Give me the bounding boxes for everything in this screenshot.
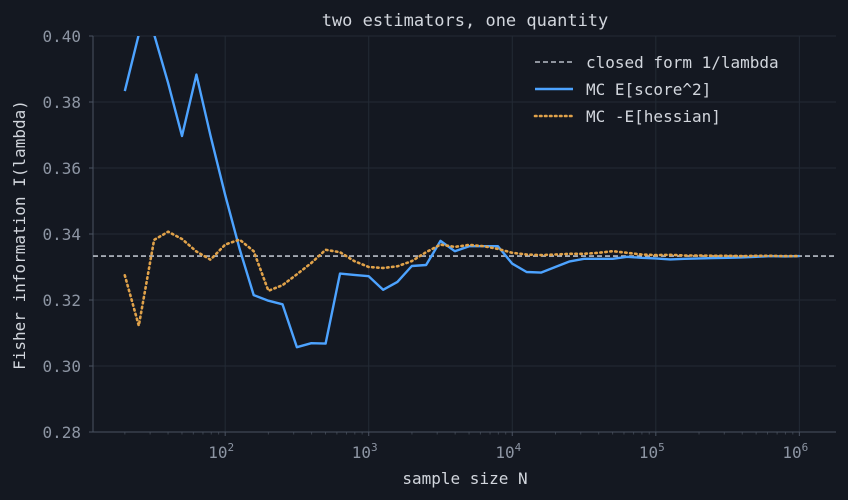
legend-label-mc-score: MC E[score^2] bbox=[586, 80, 711, 99]
legend-label-mc-hessian: MC -E[hessian] bbox=[586, 107, 721, 126]
x-tick-label: 106 bbox=[782, 441, 808, 462]
y-tick-label: 0.30 bbox=[42, 357, 81, 376]
x-tick-label: 104 bbox=[495, 441, 521, 462]
axes: 0.28 0.30 0.32 0.34 0.36 0.38 0.40 102 103 104 105… bbox=[42, 27, 836, 462]
x-tick-exponent: 2 bbox=[227, 441, 234, 454]
y-tick-label: 0.40 bbox=[42, 27, 81, 46]
x-axis-title: sample size N bbox=[402, 469, 527, 488]
y-tick-label: 0.36 bbox=[42, 159, 81, 178]
x-tick-label: 105 bbox=[639, 441, 665, 462]
x-tick-exponent: 4 bbox=[515, 441, 522, 454]
series-line-mc-hessian bbox=[123, 230, 801, 328]
y-tick-label: 0.32 bbox=[42, 291, 81, 310]
y-tick-label: 0.28 bbox=[42, 423, 81, 442]
y-tick-label: 0.34 bbox=[42, 225, 81, 244]
y-axis-title: Fisher information I(lambda) bbox=[10, 100, 29, 370]
y-tick-label: 0.38 bbox=[42, 93, 81, 112]
x-tick-exponent: 5 bbox=[658, 441, 665, 454]
x-tick-exponent: 3 bbox=[371, 441, 378, 454]
legend-label-closed-form: closed form 1/lambda bbox=[586, 53, 779, 72]
series-lines bbox=[93, 36, 836, 349]
x-tick-label: 103 bbox=[352, 441, 378, 462]
x-tick-exponent: 6 bbox=[802, 441, 809, 454]
chart-title: two estimators, one quantity bbox=[322, 11, 609, 31]
x-tick-label: 102 bbox=[208, 441, 234, 462]
legend: closed form 1/lambda MC E[score^2] MC -E… bbox=[533, 53, 779, 126]
grid bbox=[93, 35, 836, 433]
